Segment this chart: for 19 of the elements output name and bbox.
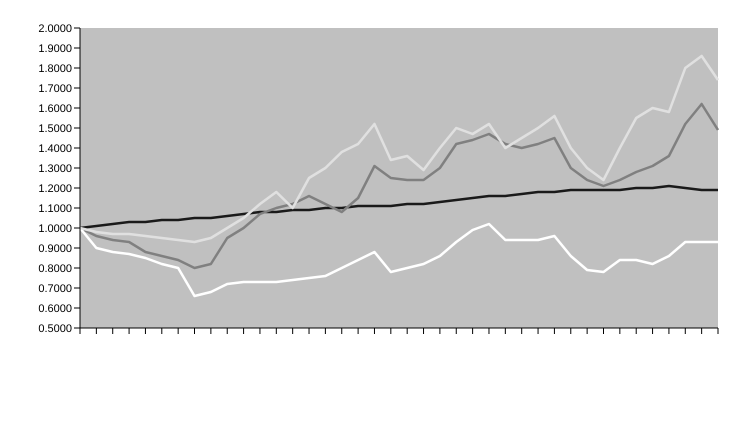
y-tick-label: 1.1000 [38, 202, 72, 215]
line-series [78, 184, 720, 230]
line-series [78, 222, 720, 298]
y-tick-label: 1.8000 [38, 62, 72, 75]
y-tick-label: 1.6000 [38, 102, 72, 115]
y-tick-label: 0.9000 [38, 242, 72, 255]
y-tick-label: 0.7000 [38, 282, 72, 295]
y-tick-label: 1.2000 [38, 182, 72, 195]
y-tick-label: 0.6000 [38, 302, 72, 315]
y-tick-label: 1.4000 [38, 142, 72, 155]
y-tick-label: 2.0000 [38, 22, 72, 35]
y-tick-label: 0.8000 [38, 262, 72, 275]
y-tick-label: 1.5000 [38, 122, 72, 135]
y-tick-label: 1.0000 [38, 222, 72, 235]
y-tick-label: 1.9000 [38, 42, 72, 55]
line-series [78, 54, 720, 244]
y-tick-label: 1.3000 [38, 162, 72, 175]
y-tick-label: 0.5000 [38, 322, 72, 335]
y-tick-label: 1.7000 [38, 82, 72, 95]
